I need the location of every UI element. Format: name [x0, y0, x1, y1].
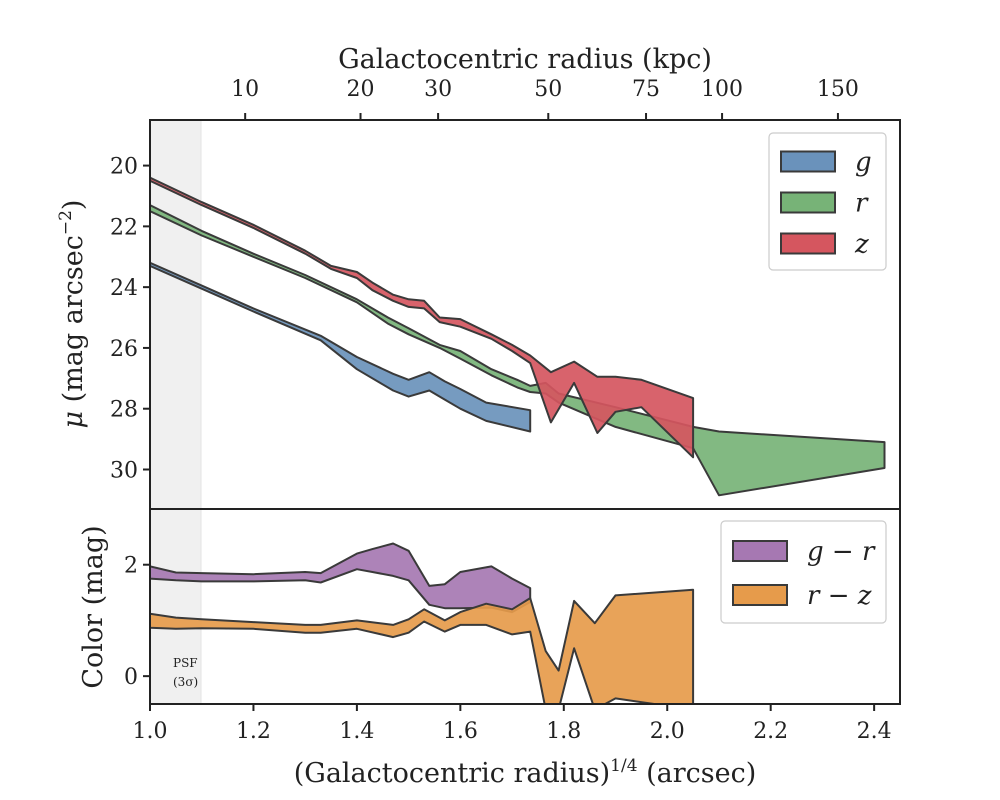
top-x-tick-label: 10: [231, 77, 259, 102]
bottom-y-ticks: 02: [124, 554, 150, 690]
top-x-tick-label: 30: [424, 77, 452, 102]
top-legend: grz: [768, 132, 887, 271]
top-panel: 20 22 24 26 28 30 10 20 30 50 75 100 150 grz: [110, 77, 901, 510]
x-axis-title: (Galactocentric radius)1/4 (arcsec): [294, 756, 757, 789]
legend-swatch-g-minus-r: [732, 540, 788, 562]
top-x-tick-label: 75: [632, 77, 660, 102]
y-tick-label: 20: [110, 155, 138, 180]
x-tick-label: 1.8: [546, 719, 581, 744]
x-tick-label: 1.4: [339, 719, 374, 744]
legend-label-g-minus-r: g − r: [807, 537, 876, 567]
series-band-r: [150, 204, 886, 497]
bottom-panel: 02 1.0 1.2 1.4 1.6 1.8 2.0 2.2 2.4 g − rr − z P…: [124, 508, 901, 744]
legend-label-r-minus-z: r − z: [807, 581, 872, 611]
legend-swatch-g: [780, 150, 836, 173]
psf-band-top: [149, 119, 202, 510]
top-series-group: [150, 176, 886, 497]
top-x-tick-label: 20: [347, 77, 375, 102]
top-x-tick-label: 100: [701, 77, 743, 102]
x-tick-label: 1.6: [443, 719, 478, 744]
legend-swatch-r-minus-z: [732, 584, 788, 606]
series-band-z: [150, 176, 695, 459]
y-axis-title-unit: (mag arcsec: [58, 235, 89, 411]
x-tick-label: 1.0: [133, 719, 168, 744]
legend-label-r: r: [855, 189, 869, 219]
y-tick-label: 30: [110, 458, 138, 483]
y-tick-label: 28: [110, 398, 138, 423]
y-axis-title-close: ): [58, 200, 89, 211]
legend-swatch-r: [780, 191, 836, 214]
top-x-tick-label: 50: [534, 77, 562, 102]
bottom-plot-frame: [149, 508, 901, 705]
top-x-tick-label: 150: [817, 77, 859, 102]
series-band-r-minus-z: [150, 588, 695, 704]
y-tick-label: 2: [124, 554, 138, 579]
y-tick-label: 26: [110, 337, 138, 362]
bottom-x-ticks: 1.0 1.2 1.4 1.6 1.8 2.0 2.2 2.4: [133, 704, 892, 744]
y-tick-label: 22: [110, 215, 138, 240]
top-secondary-x-ticks: 10 20 30 50 75 100 150: [231, 77, 859, 120]
x-axis-title-unit: (arcsec): [638, 758, 757, 789]
series-band-g-minus-r: [150, 542, 532, 614]
y-tick-label: 0: [124, 665, 138, 690]
y-tick-label: 24: [110, 276, 138, 301]
legend-label-z: z: [854, 230, 869, 260]
top-y-ticks: 20 22 24 26 28 30: [110, 155, 150, 483]
top-x-axis-title: Galactocentric radius (kpc): [338, 44, 712, 75]
bottom-y-axis-title: Color (mag): [78, 525, 109, 688]
x-axis-title-exponent: 1/4: [610, 756, 637, 776]
series-band-g: [150, 261, 532, 433]
psf-annotation-line1: PSF: [173, 656, 198, 670]
x-tick-label: 1.2: [236, 719, 271, 744]
bottom-legend: g − r r − z: [720, 520, 887, 624]
x-tick-label: 2.0: [650, 719, 685, 744]
y-axis-title-exponent: −2: [56, 210, 76, 235]
psf-band-bottom: [149, 508, 202, 705]
bottom-series-group: [150, 542, 695, 704]
top-y-axis-title: μ (mag arcsec−2): [56, 200, 89, 429]
legend-swatch-z: [780, 232, 836, 255]
psf-annotation-line2: (3σ): [173, 675, 198, 689]
y-axis-title-symbol: μ: [58, 411, 89, 429]
x-axis-title-main: (Galactocentric radius): [294, 758, 610, 789]
x-tick-label: 2.4: [857, 719, 892, 744]
legend-label-g: g: [855, 148, 872, 178]
x-tick-label: 2.2: [753, 719, 788, 744]
